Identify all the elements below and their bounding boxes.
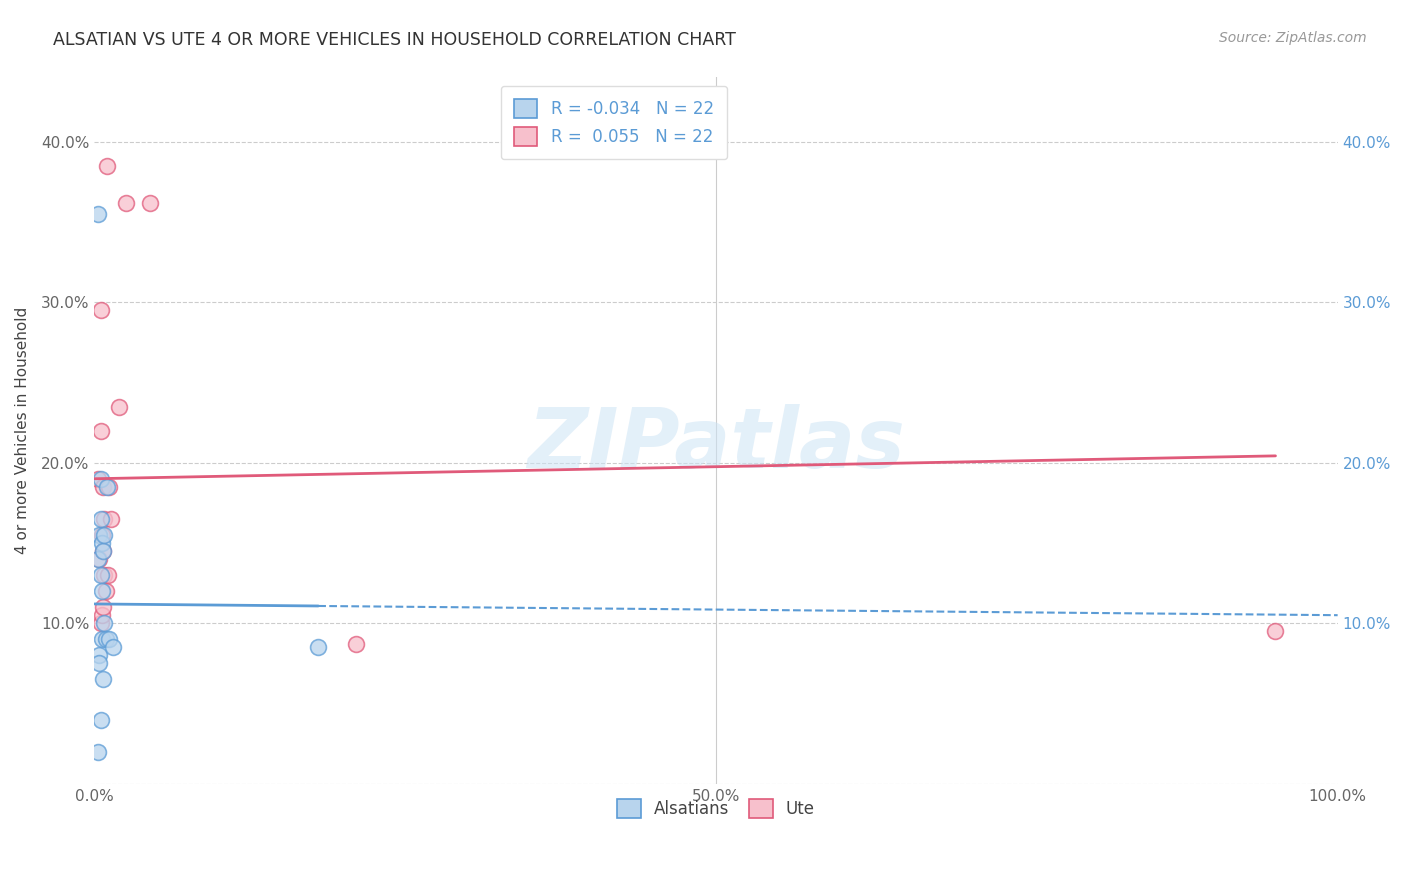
Point [90, 472, 112, 486]
Point [96, 159, 118, 173]
Point [90, 616, 112, 631]
Point [307, 640, 329, 655]
Point [98, 632, 121, 647]
Point [87, 745, 110, 759]
Point [91, 544, 114, 558]
Point [90, 536, 112, 550]
Point [90, 632, 112, 647]
Point [1264, 624, 1286, 639]
Point [94, 632, 117, 647]
Text: ZIPatlas: ZIPatlas [527, 404, 905, 485]
Point [90, 303, 112, 318]
Point [89, 528, 111, 542]
Legend: Alsatians, Ute: Alsatians, Ute [610, 792, 821, 825]
Point [90, 608, 112, 623]
Point [93, 512, 115, 526]
Point [114, 195, 136, 210]
Point [100, 512, 122, 526]
Y-axis label: 4 or more Vehicles in Household: 4 or more Vehicles in Household [15, 307, 30, 554]
Point [97, 568, 120, 582]
Point [90, 424, 112, 438]
Point [90, 713, 112, 727]
Point [87, 207, 110, 221]
Point [101, 640, 124, 655]
Text: ALSATIAN VS UTE 4 OR MORE VEHICLES IN HOUSEHOLD CORRELATION CHART: ALSATIAN VS UTE 4 OR MORE VEHICLES IN HO… [53, 31, 737, 49]
Point [87, 472, 110, 486]
Point [90, 528, 112, 542]
Point [93, 568, 115, 582]
Text: Source: ZipAtlas.com: Source: ZipAtlas.com [1219, 31, 1367, 45]
Point [344, 637, 367, 651]
Point [139, 195, 162, 210]
Point [108, 400, 131, 414]
Point [91, 544, 114, 558]
Point [91, 480, 114, 494]
Point [98, 480, 121, 494]
Point [96, 480, 118, 494]
Point [93, 528, 115, 542]
Point [91, 600, 114, 615]
Point [93, 616, 115, 631]
Point [91, 673, 114, 687]
Point [90, 512, 112, 526]
Point [89, 657, 111, 671]
Point [89, 552, 111, 566]
Point [90, 584, 112, 599]
Point [90, 568, 112, 582]
Point [87, 552, 110, 566]
Point [94, 584, 117, 599]
Point [89, 648, 111, 663]
